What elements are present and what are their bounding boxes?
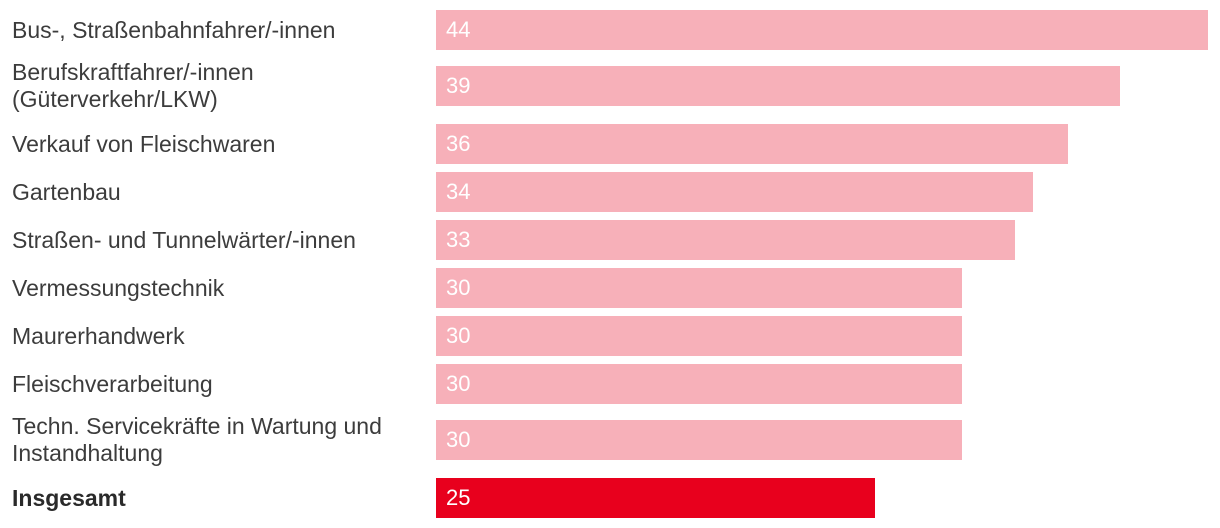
data-label: 30	[446, 275, 471, 300]
category-label: Gartenbau	[12, 179, 427, 206]
bar: 39	[436, 66, 1120, 106]
category-label: Berufskraftfahrer/-innen (Güterverkehr/LK…	[12, 59, 427, 113]
data-label: 30	[446, 323, 471, 348]
bar-total: 25	[436, 478, 875, 518]
bar: 30	[436, 268, 962, 308]
data-label: 25	[446, 485, 471, 510]
data-label: 30	[446, 371, 471, 396]
category-label: Insgesamt	[12, 485, 427, 512]
bar: 33	[436, 220, 1015, 260]
category-label: Techn. Servicekräfte in Wartung und Insta…	[12, 413, 427, 467]
bar: 30	[436, 364, 962, 404]
category-label: Vermessungstechnik	[12, 275, 427, 302]
category-label-line: Maurerhandwerk	[12, 322, 185, 349]
category-label: Bus-, Straßenbahnfahrer/-innen	[12, 17, 427, 44]
bar: 34	[436, 172, 1033, 212]
category-label-line: Verkauf von Fleischwaren	[12, 130, 276, 157]
data-label: 39	[446, 73, 471, 98]
category-label: Straßen- und Tunnelwärter/-innen	[12, 227, 427, 254]
bar: 36	[436, 124, 1068, 164]
data-label: 34	[446, 179, 471, 204]
category-label-line: Straßen- und Tunnelwärter/-innen	[12, 226, 356, 253]
category-label-line: Fleischverarbeitung	[12, 370, 213, 397]
category-label-line: Vermessungstechnik	[12, 274, 225, 301]
category-label-line: Gartenbau	[12, 178, 121, 205]
data-label: 44	[446, 17, 471, 42]
data-label: 33	[446, 227, 471, 252]
category-label-line: Insgesamt	[12, 484, 126, 511]
category-label: Fleischverarbeitung	[12, 371, 427, 398]
category-label: Maurerhandwerk	[12, 323, 427, 350]
category-label: Verkauf von Fleischwaren	[12, 131, 427, 158]
category-label-line: Berufskraftfahrer/-innen	[12, 59, 254, 85]
bar: 44	[436, 10, 1208, 50]
category-label-line: Instandhaltung	[12, 440, 163, 466]
data-label: 36	[446, 131, 471, 156]
bar: 30	[436, 420, 962, 460]
data-label: 30	[446, 427, 471, 452]
category-label-line: Techn. Servicekräfte in Wartung und	[12, 413, 382, 439]
category-label-line: Bus-, Straßenbahnfahrer/-innen	[12, 16, 336, 43]
category-label-line: (Güterverkehr/LKW)	[12, 86, 218, 112]
bar: 30	[436, 316, 962, 356]
